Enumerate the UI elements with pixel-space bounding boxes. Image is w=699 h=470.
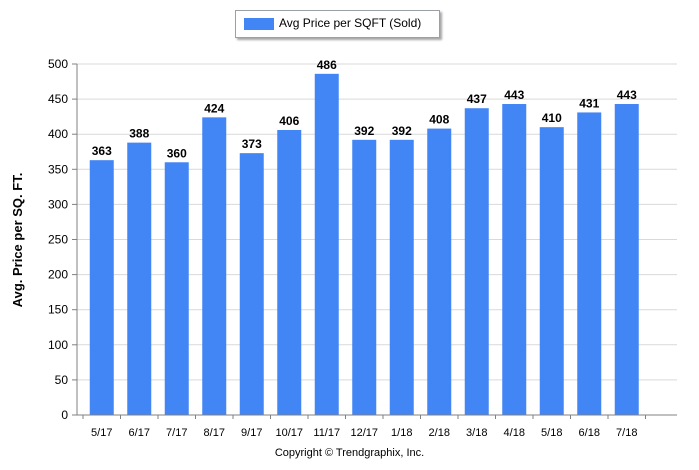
x-tick-label: 3/18: [466, 427, 487, 439]
legend-label: Avg Price per SQFT (Sold): [279, 16, 422, 30]
bar-data-label: 424: [204, 101, 224, 115]
x-tick-label: 7/18: [616, 427, 637, 439]
x-tick-label: 10/17: [275, 427, 303, 439]
bar-data-label: 360: [167, 146, 187, 160]
y-tick-label: 250: [48, 233, 68, 247]
bars: [89, 73, 639, 416]
bar-data-label: 388: [129, 127, 149, 141]
bar-data-label: 486: [317, 58, 337, 72]
y-tick-label: 350: [48, 162, 68, 176]
x-tick-label: 5/17: [91, 427, 112, 439]
bar-data-label: 443: [504, 88, 524, 102]
y-tick-label: 450: [48, 92, 68, 106]
y-tick-label: 300: [48, 197, 68, 211]
bar: [389, 139, 414, 416]
y-tick-label: 150: [48, 303, 68, 317]
bar: [614, 104, 639, 415]
bar-data-label: 410: [542, 111, 562, 125]
bar: [427, 128, 452, 416]
x-tick-label: 6/18: [579, 427, 600, 439]
y-tick-label: 50: [55, 373, 69, 387]
bar-data-label: 406: [279, 114, 299, 128]
x-tick-label: 11/17: [313, 427, 340, 439]
bar-data-label: 443: [617, 88, 637, 102]
x-tick-label: 12/17: [350, 427, 378, 439]
bar: [89, 160, 114, 415]
y-tick-label: 400: [48, 127, 68, 141]
x-tick-label: 6/17: [129, 427, 150, 439]
bar-data-label: 408: [429, 113, 449, 127]
y-tick-label: 100: [48, 338, 68, 352]
bar: [202, 117, 227, 416]
bar-data-label: 431: [579, 96, 599, 110]
bar: [539, 127, 564, 416]
bar: [164, 162, 189, 415]
bar-data-label: 437: [467, 92, 487, 106]
bar: [239, 153, 264, 416]
legend: Avg Price per SQFT (Sold): [235, 10, 440, 38]
bar: [352, 139, 377, 416]
bar-data-label: 373: [242, 137, 262, 151]
legend-swatch: [244, 18, 274, 30]
x-tick-label: 5/18: [541, 427, 562, 439]
bar: [577, 112, 602, 416]
bar: [314, 73, 339, 415]
x-tick-label: 1/18: [391, 427, 412, 439]
x-tick-label: 7/17: [166, 427, 187, 439]
x-tick-label: 4/18: [504, 427, 525, 439]
y-tick-label: 200: [48, 268, 68, 282]
bar: [464, 108, 489, 415]
bar-data-label: 392: [392, 124, 412, 138]
data-labels: 363 388 360 424 373 406 486 392 392 408 437 443 410 4…: [92, 58, 637, 160]
x-tick-label: 2/18: [429, 427, 450, 439]
copyright-text: Copyright © Trendgraphix, Inc.: [274, 447, 425, 459]
x-axis-ticks: 5/17 6/17 7/17 8/17 9/17 10/17 11/17 12/17 1/18 2…: [82, 415, 646, 439]
x-tick-label: 8/17: [204, 427, 225, 439]
y-tick-label: 0: [61, 408, 68, 422]
bar: [277, 129, 302, 415]
x-tick-label: 9/17: [241, 427, 262, 439]
bar: [502, 104, 527, 415]
bar-data-label: 392: [354, 124, 374, 138]
y-axis-label: Avg. Price per SQ. FT.: [10, 173, 25, 308]
bar-data-label: 363: [92, 144, 112, 158]
y-axis-ticks: 0 50 100 150 200 250 300 350 400 450 500: [48, 57, 77, 422]
bar: [127, 142, 152, 415]
y-tick-label: 500: [48, 57, 68, 71]
